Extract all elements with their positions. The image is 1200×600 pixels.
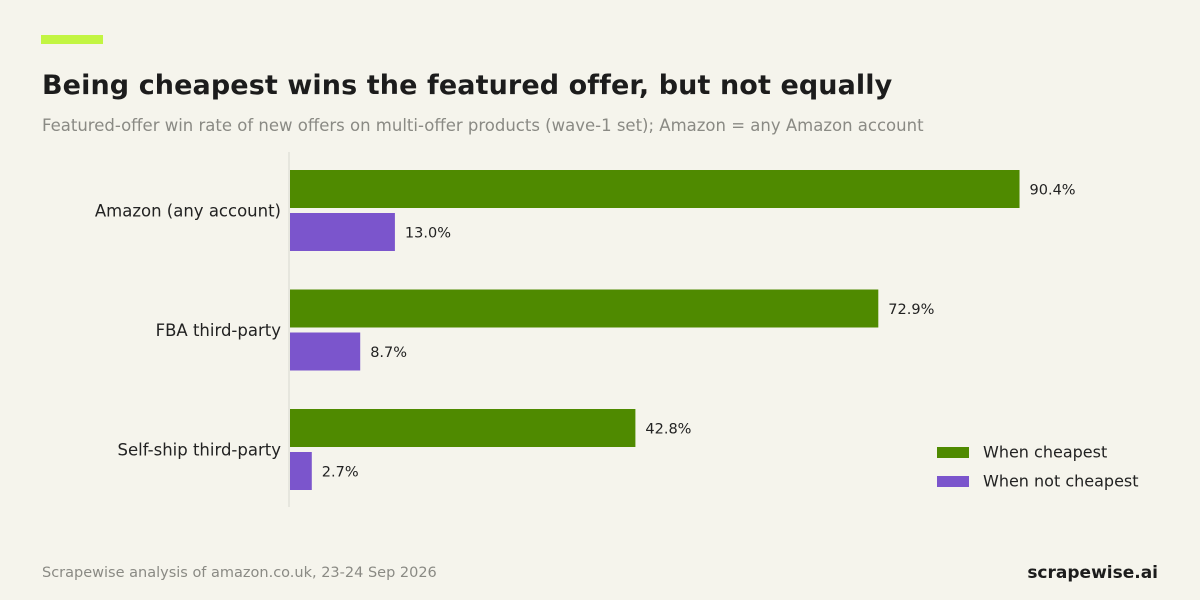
category-label: FBA third-party xyxy=(156,321,282,340)
category-label: Amazon (any account) xyxy=(95,202,281,221)
bar xyxy=(290,332,361,371)
bar xyxy=(290,289,879,328)
legend-swatch xyxy=(937,447,969,458)
bar xyxy=(290,170,1020,208)
data-label: 13.0% xyxy=(405,226,451,242)
accent-bar xyxy=(41,35,103,44)
bar xyxy=(290,409,636,447)
bar xyxy=(290,452,312,490)
data-label: 72.9% xyxy=(888,302,934,318)
chart-subtitle: Featured-offer win rate of new offers on… xyxy=(42,116,924,135)
data-label: 8.7% xyxy=(370,345,407,361)
brand-label: scrapewise.ai xyxy=(1027,563,1158,583)
data-label: 90.4% xyxy=(1030,183,1076,199)
data-label: 2.7% xyxy=(322,465,359,481)
category-label: Self-ship third-party xyxy=(118,441,282,460)
source-note: Scrapewise analysis of amazon.co.uk, 23-… xyxy=(42,565,437,581)
legend-swatch xyxy=(937,476,969,487)
chart-title: Being cheapest wins the featured offer, … xyxy=(42,70,893,101)
bar xyxy=(290,213,395,251)
legend-label: When not cheapest xyxy=(983,472,1139,491)
legend-label: When cheapest xyxy=(983,443,1107,462)
data-label: 42.8% xyxy=(645,422,691,438)
